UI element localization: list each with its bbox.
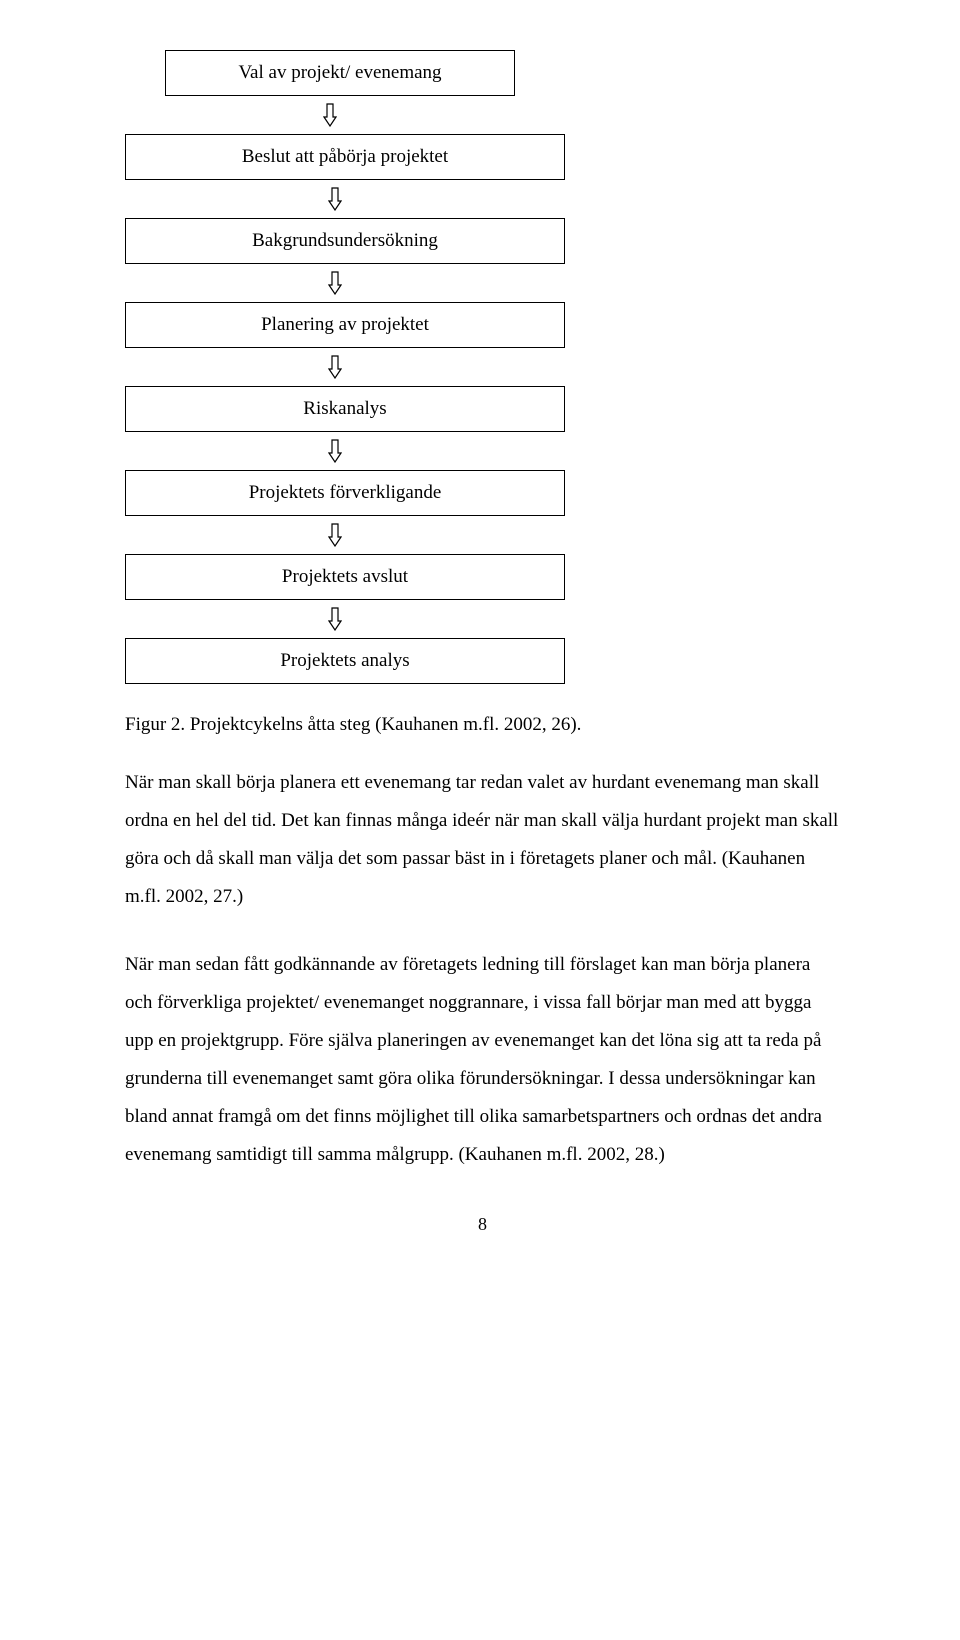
- down-arrow-icon: [328, 600, 342, 638]
- down-arrow-icon: [323, 96, 337, 134]
- flow-box: Projektets avslut: [125, 554, 565, 600]
- down-arrow-icon: [328, 264, 342, 302]
- down-arrow-icon: [328, 432, 342, 470]
- flow-box: Riskanalys: [125, 386, 565, 432]
- page-number: 8: [125, 1214, 840, 1235]
- flowchart: Val av projekt/ evenemang Beslut att påbö…: [125, 50, 840, 684]
- figure-caption: Figur 2. Projektcykelns åtta steg (Kauha…: [125, 714, 840, 736]
- flow-box: Val av projekt/ evenemang: [165, 50, 515, 96]
- down-arrow-icon: [328, 348, 342, 386]
- paragraph-1: När man skall börja planera ett eveneman…: [125, 764, 840, 916]
- paragraph-2: När man sedan fått godkännande av företa…: [125, 946, 840, 1174]
- flow-box: Projektets analys: [125, 638, 565, 684]
- flow-box: Beslut att påbörja projektet: [125, 134, 565, 180]
- down-arrow-icon: [328, 180, 342, 218]
- down-arrow-icon: [328, 516, 342, 554]
- flow-box: Projektets förverkligande: [125, 470, 565, 516]
- flow-box: Planering av projektet: [125, 302, 565, 348]
- flow-box: Bakgrundsundersökning: [125, 218, 565, 264]
